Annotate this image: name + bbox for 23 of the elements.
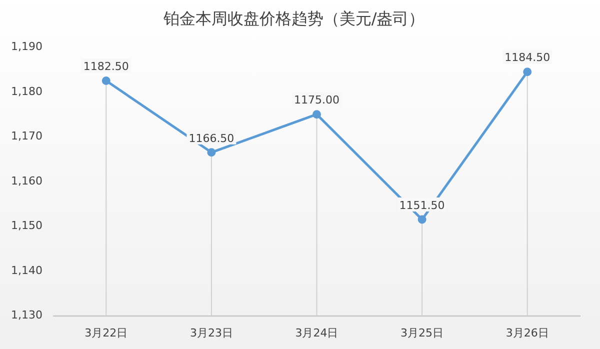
text: 1166.50: [188, 132, 234, 145]
x-tick-label: 3月23日: [190, 326, 233, 340]
point: [312, 110, 321, 119]
y-tick-label: 1,190: [10, 40, 42, 54]
text: 1184.50: [504, 51, 550, 64]
y-tick-label: 1,170: [10, 130, 42, 143]
x-tick-label: 3月24日: [295, 326, 338, 340]
text: 1151.50: [399, 198, 445, 212]
y-tick-label: 1,160: [10, 174, 42, 188]
x-tick-label: 3月25日: [400, 326, 444, 340]
x-tick-label: 3月22日: [84, 326, 128, 340]
point: [207, 148, 216, 157]
y-tick-label: 1,130: [10, 308, 42, 322]
y-tick-label: 1,180: [10, 84, 42, 98]
y-tick-label: 1,140: [10, 264, 42, 277]
y-tick-label: 1,150: [10, 219, 42, 232]
point: [523, 68, 532, 76]
chart-title: 铂金本周收盘价格趋势（美元/盎司）: [162, 8, 425, 28]
x-tick-label: 3月26日: [506, 326, 549, 340]
text: 1182.50: [83, 60, 129, 74]
point: [418, 215, 426, 224]
text: 1175.00: [294, 94, 340, 107]
point: [102, 76, 110, 86]
